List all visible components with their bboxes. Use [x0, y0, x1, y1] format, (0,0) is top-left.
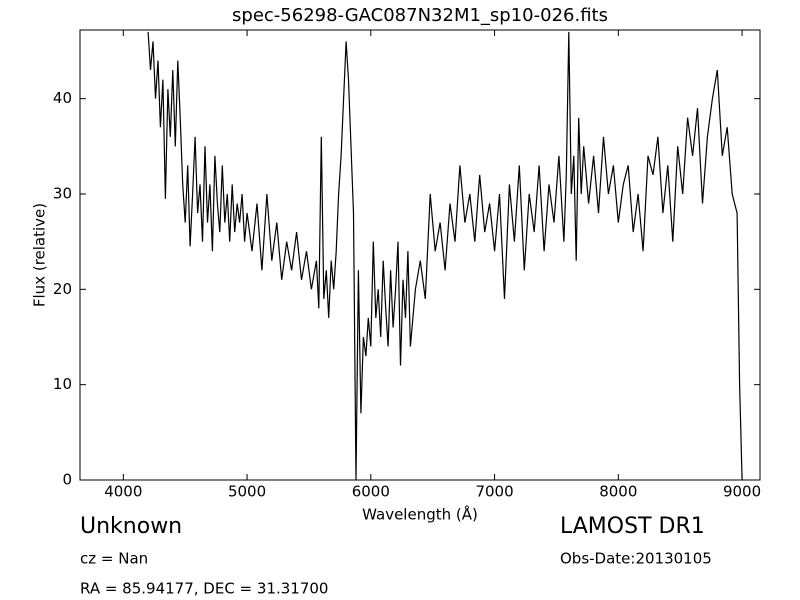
y-tick-label: 40 — [53, 89, 72, 107]
annotation: LAMOST DR1 — [560, 514, 705, 539]
y-tick-label: 20 — [53, 280, 72, 298]
annotation: RA = 85.94177, DEC = 31.31700 — [80, 580, 328, 598]
y-axis-label: Flux (relative) — [31, 203, 49, 307]
x-tick-label: 4000 — [104, 483, 142, 501]
annotation: Obs-Date:20130105 — [560, 550, 712, 568]
x-tick-label: 8000 — [599, 483, 637, 501]
x-tick-label: 7000 — [475, 483, 513, 501]
spectrum-line — [147, 31, 743, 480]
chart-title: spec-56298-GAC087N32M1_sp10-026.fits — [232, 5, 608, 26]
y-tick-label: 10 — [53, 375, 72, 393]
plot-frame — [79, 29, 761, 481]
y-tick-label: 30 — [53, 184, 72, 202]
annotation: Unknown — [80, 514, 182, 539]
x-tick-label: 9000 — [723, 483, 761, 501]
x-tick-label: 6000 — [352, 483, 390, 501]
x-tick-label: 5000 — [228, 483, 266, 501]
x-axis-label: Wavelength (Å) — [362, 505, 478, 524]
y-tick-label: 0 — [62, 471, 72, 489]
annotation: cz = Nan — [80, 550, 148, 568]
